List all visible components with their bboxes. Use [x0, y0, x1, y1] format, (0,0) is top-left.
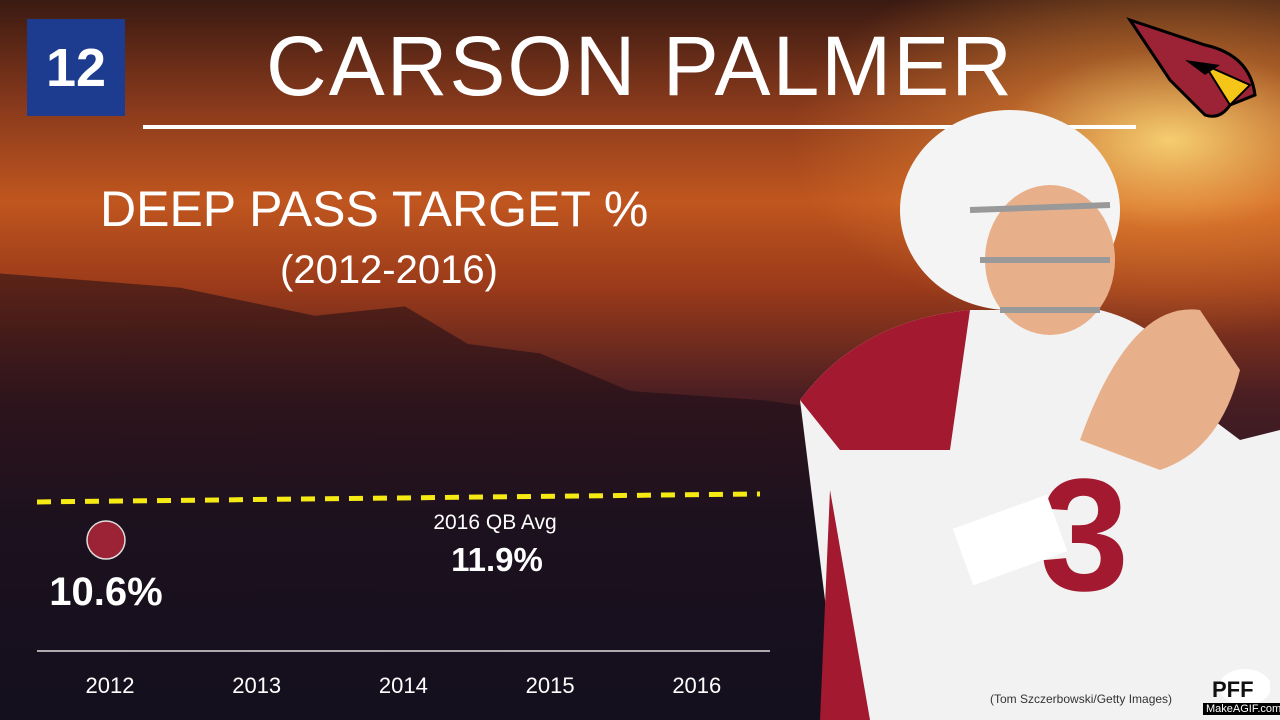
cardinals-logo-icon: [1126, 17, 1257, 118]
x-tick-label: 2013: [232, 673, 281, 698]
chart: 2016 QB Avg 11.9% 2012 2013 2014 2015 2016 1…: [36, 491, 770, 698]
qb-average-label: 2016 QB Avg: [433, 511, 556, 534]
chart-title: DEEP PASS TARGET %: [100, 181, 649, 237]
data-label: 10.6%: [49, 570, 162, 614]
qb-average-line: [36, 491, 761, 505]
qb-average-value: 11.9%: [451, 541, 543, 578]
x-tick-label: 2012: [86, 673, 135, 698]
x-tick-label: 2015: [526, 673, 575, 698]
data-point: [86, 520, 126, 560]
pff-logo-icon: PFF: [1212, 669, 1270, 705]
photo-credit: (Tom Szczerbowski/Getty Images): [990, 692, 1173, 706]
player-photo: 3: [800, 110, 1280, 720]
pff-brand: PFF: [1212, 677, 1254, 702]
page-title: CARSON PALMER: [266, 19, 1014, 113]
station-logo-text: 12: [45, 37, 107, 98]
chart-subtitle: (2012-2016): [280, 248, 498, 292]
station-logo: 12: [27, 19, 125, 116]
x-tick-label: 2016: [672, 673, 721, 698]
x-tick-label: 2014: [379, 673, 428, 698]
title-divider: [143, 125, 1136, 129]
watermark: MakeAGIF.com: [1203, 703, 1280, 715]
